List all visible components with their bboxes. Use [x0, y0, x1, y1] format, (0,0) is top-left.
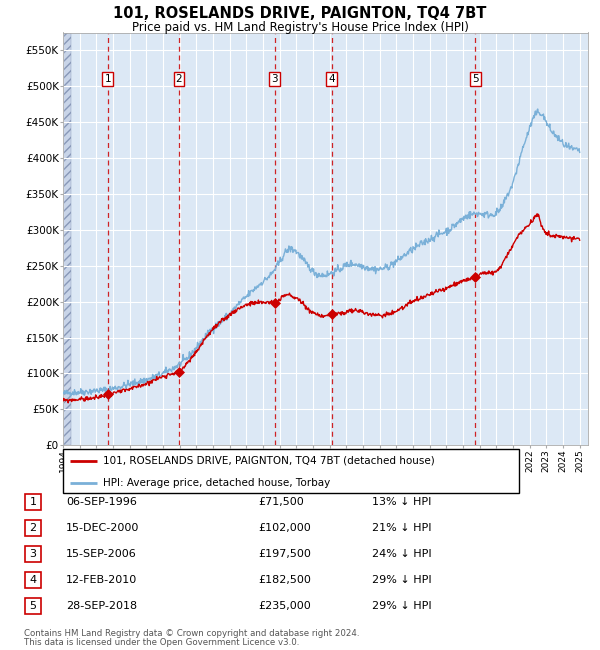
Text: 4: 4 [328, 74, 335, 84]
Text: £102,000: £102,000 [258, 523, 311, 533]
Bar [63, 32, 71, 445]
Text: 15-DEC-2000: 15-DEC-2000 [66, 523, 139, 533]
Bar [63, 32, 71, 445]
Text: 1: 1 [29, 497, 37, 507]
Text: 12-FEB-2010: 12-FEB-2010 [66, 575, 137, 585]
Text: Price paid vs. HM Land Registry's House Price Index (HPI): Price paid vs. HM Land Registry's House … [131, 21, 469, 34]
Text: Contains HM Land Registry data © Crown copyright and database right 2024.: Contains HM Land Registry data © Crown c… [24, 629, 359, 638]
Text: 5: 5 [29, 601, 37, 611]
Text: 101, ROSELANDS DRIVE, PAIGNTON, TQ4 7BT: 101, ROSELANDS DRIVE, PAIGNTON, TQ4 7BT [113, 6, 487, 21]
Text: 4: 4 [29, 575, 37, 585]
Text: 29% ↓ HPI: 29% ↓ HPI [372, 601, 431, 611]
Text: £71,500: £71,500 [258, 497, 304, 507]
Text: HPI: Average price, detached house, Torbay: HPI: Average price, detached house, Torb… [103, 478, 331, 488]
Text: 1: 1 [104, 74, 111, 84]
Text: 21% ↓ HPI: 21% ↓ HPI [372, 523, 431, 533]
Text: 28-SEP-2018: 28-SEP-2018 [66, 601, 137, 611]
Text: 29% ↓ HPI: 29% ↓ HPI [372, 575, 431, 585]
Text: 3: 3 [29, 549, 37, 559]
Text: £235,000: £235,000 [258, 601, 311, 611]
Text: 3: 3 [271, 74, 278, 84]
Text: £182,500: £182,500 [258, 575, 311, 585]
Text: 15-SEP-2006: 15-SEP-2006 [66, 549, 137, 559]
Text: 24% ↓ HPI: 24% ↓ HPI [372, 549, 431, 559]
Text: 06-SEP-1996: 06-SEP-1996 [66, 497, 137, 507]
Text: 13% ↓ HPI: 13% ↓ HPI [372, 497, 431, 507]
Text: 101, ROSELANDS DRIVE, PAIGNTON, TQ4 7BT (detached house): 101, ROSELANDS DRIVE, PAIGNTON, TQ4 7BT … [103, 456, 435, 466]
Text: £197,500: £197,500 [258, 549, 311, 559]
Text: 2: 2 [176, 74, 182, 84]
Text: This data is licensed under the Open Government Licence v3.0.: This data is licensed under the Open Gov… [24, 638, 299, 647]
Text: 2: 2 [29, 523, 37, 533]
Text: 5: 5 [472, 74, 479, 84]
